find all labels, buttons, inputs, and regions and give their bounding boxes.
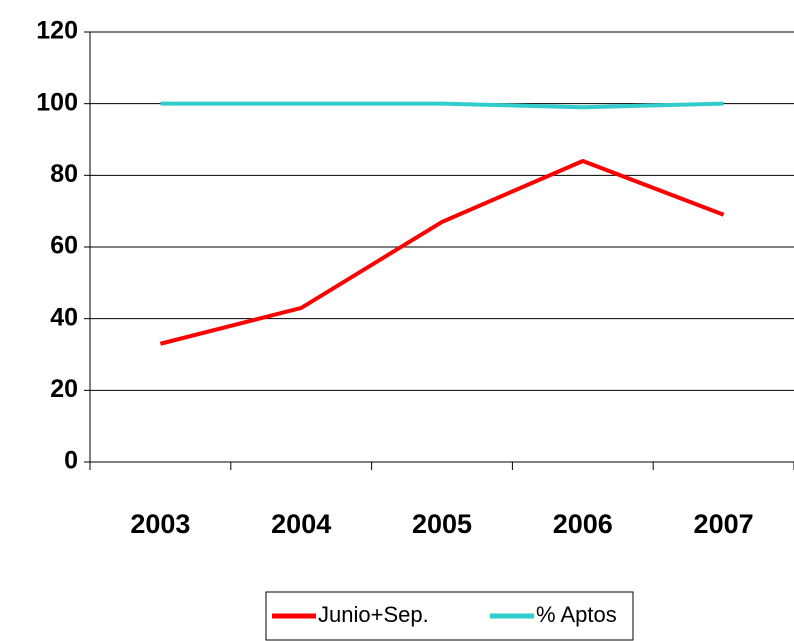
legend-box — [265, 591, 634, 641]
y-tick-label: 0 — [64, 447, 78, 475]
legend-label: % Aptos — [536, 602, 617, 627]
y-tick-label: 120 — [36, 17, 78, 45]
x-tick-label: 2005 — [412, 509, 472, 539]
series-line — [160, 101, 724, 110]
x-tick-label: 2003 — [130, 509, 190, 539]
y-tick-label: 100 — [36, 88, 78, 116]
y-tick-label: 40 — [50, 303, 78, 331]
x-tick-label: 2007 — [694, 509, 754, 539]
y-tick-label: 80 — [50, 160, 78, 188]
x-tick-label: 2004 — [271, 509, 331, 539]
y-tick-label: 20 — [50, 375, 78, 403]
legend-label: Junio+Sep. — [318, 602, 429, 627]
y-tick-label: 60 — [50, 232, 78, 260]
series-line — [159, 159, 725, 346]
x-tick-label: 2006 — [553, 509, 613, 539]
